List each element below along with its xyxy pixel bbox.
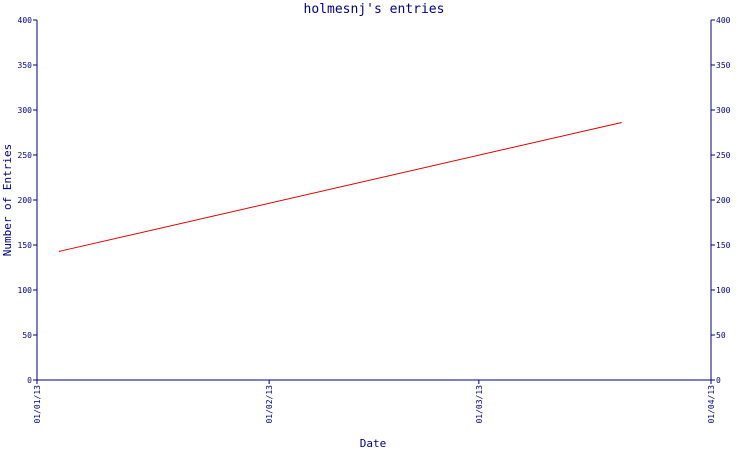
y-tick-label-left: 150 (18, 241, 33, 250)
x-axis-label: Date (360, 437, 387, 450)
series-layer (58, 122, 622, 252)
y-tick-label-left: 50 (22, 331, 32, 340)
y-tick-label-right: 400 (716, 16, 731, 25)
y-tick-label-right: 350 (716, 61, 731, 70)
y-tick-label-right: 300 (716, 106, 731, 115)
y-tick-label-right: 250 (716, 151, 731, 160)
y-tick-label-left: 250 (18, 151, 33, 160)
y-tick-label-left: 400 (18, 16, 33, 25)
plot-frame (36, 20, 712, 381)
y-axis-left: 0 50 100 150 200 250 300 350 400 (18, 16, 37, 385)
series-point-1-1 (58, 250, 61, 252)
y-tick-label-left: 200 (18, 196, 33, 205)
y-tick-label-right: 100 (716, 286, 731, 295)
x-tick-label: 01/03/13 (475, 385, 484, 424)
y-tick-label-right: 50 (716, 331, 726, 340)
x-tick-label: 01/01/13 (33, 385, 42, 424)
x-axis: 01/01/13 01/02/13 01/03/13 01/04/13 (33, 380, 716, 424)
y-tick-label-left: 100 (18, 286, 33, 295)
x-tick-label: 01/02/13 (265, 385, 274, 424)
y-tick-label-right: 150 (716, 241, 731, 250)
x-tick-label: 01/04/13 (707, 385, 716, 424)
chart-title: holmesnj's entries (304, 2, 445, 17)
y-tick-label-left: 0 (27, 376, 32, 385)
series-line-1 (59, 122, 622, 252)
y-tick-label-right: 200 (716, 196, 731, 205)
series-point-1-2 (620, 122, 622, 124)
y-tick-label-left: 300 (18, 106, 33, 115)
y-tick-label-left: 350 (18, 61, 33, 70)
y-tick-label-right: 0 (716, 376, 721, 385)
y-axis-right: 0 50 100 150 200 250 300 350 400 (711, 16, 731, 385)
y-axis-label: Number of Entries (1, 144, 14, 257)
